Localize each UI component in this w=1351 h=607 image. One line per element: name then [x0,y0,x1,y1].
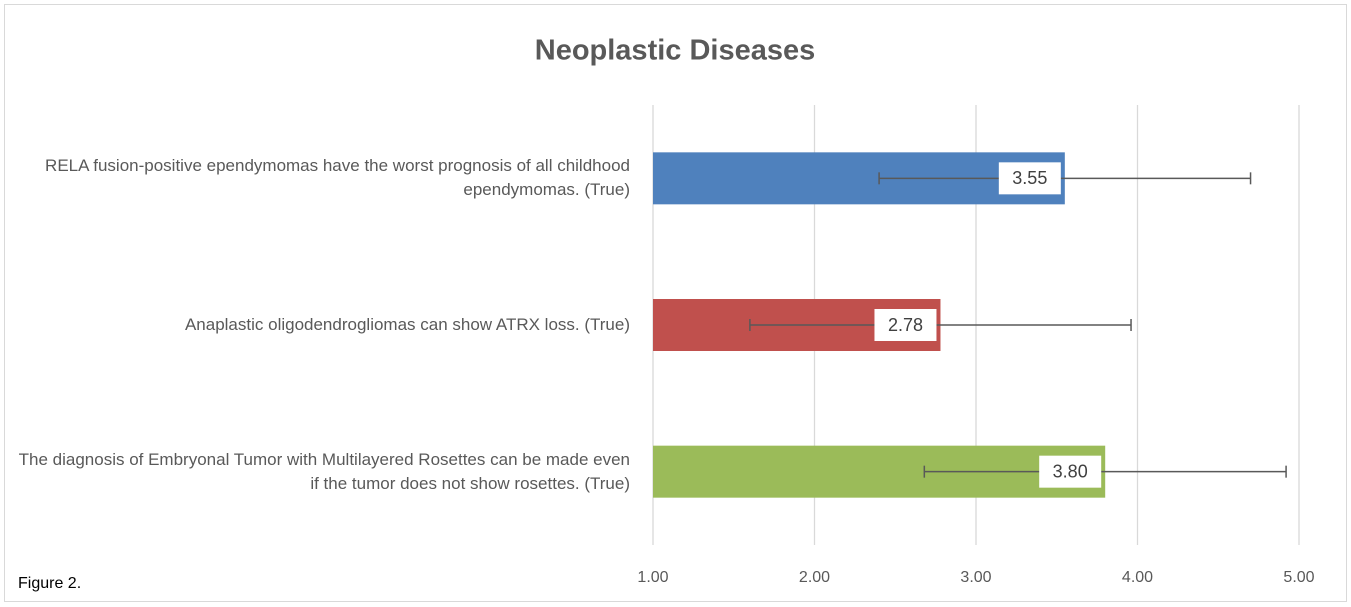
data-label: 3.55 [1012,168,1047,188]
annotation: Figure 2. [18,575,81,592]
x-tick-label: 4.00 [1122,569,1153,586]
chart-title: Neoplastic Diseases [535,35,815,67]
data-label: 3.80 [1053,461,1088,481]
category-label: The diagnosis of Embryonal Tumor with Mu… [18,449,630,493]
x-tick-label: 3.00 [960,569,991,586]
category-label: RELA fusion-positive ependymomas have th… [45,156,630,200]
category-label: Anaplastic oligodendrogliomas can show A… [184,315,630,334]
x-tick-label: 5.00 [1283,569,1314,586]
data-label-box [1039,455,1102,488]
data-label: 2.78 [888,315,923,335]
x-tick-label: 2.00 [799,569,830,586]
x-tick-label: 1.00 [637,569,668,586]
data-label-box [874,309,937,341]
data-label-box [998,162,1061,195]
